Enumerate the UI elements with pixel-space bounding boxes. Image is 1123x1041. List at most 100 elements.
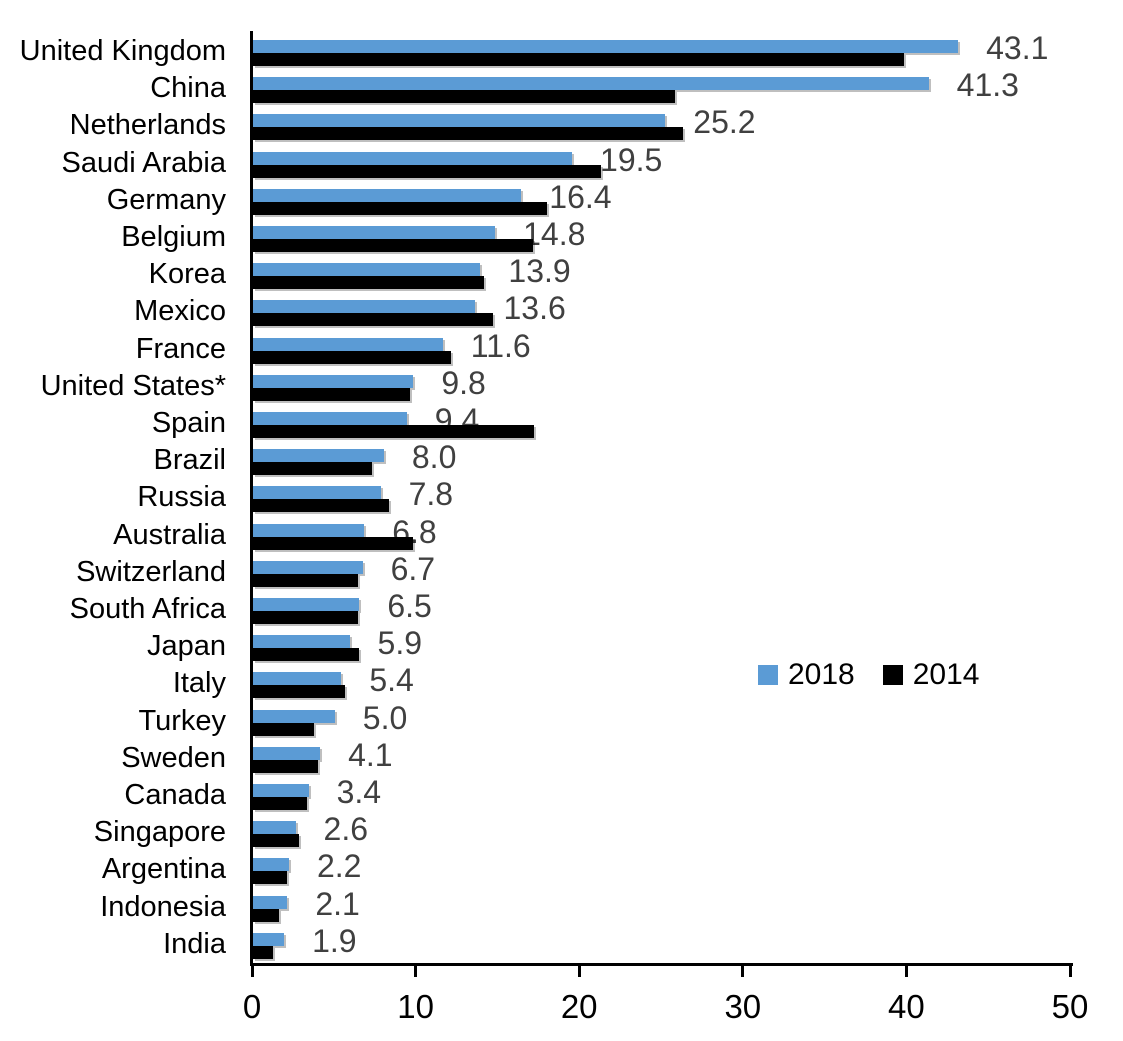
bar-2014 [253, 239, 533, 252]
value-label: 9.8 [441, 364, 486, 401]
x-axis-tick-mark [414, 966, 418, 977]
bar-2014 [253, 201, 548, 215]
category-label: Singapore [93, 816, 226, 849]
bar-2014 [253, 908, 280, 922]
x-axis-tick-label: 10 [397, 988, 434, 1025]
bar-2014 [253, 499, 389, 513]
value-label: 2.2 [316, 848, 362, 885]
bar-2018 [253, 784, 309, 797]
x-axis-tick-label: 0 [242, 988, 262, 1025]
value-label: 2.1 [315, 885, 360, 922]
bar-2018 [253, 635, 350, 649]
bar-2014 [253, 871, 288, 885]
value-label: 19.5 [600, 141, 663, 178]
x-axis-line [250, 963, 1073, 966]
bar-2018 [253, 598, 360, 611]
bar-2018 [253, 151, 573, 165]
bar-2014 [253, 425, 535, 438]
category-label: Australia [113, 518, 226, 551]
bar-2018 [253, 300, 476, 314]
value-label: 1.9 [312, 922, 357, 959]
category-label: India [163, 927, 226, 960]
value-label: 6.7 [390, 550, 436, 587]
legend: 2018 2014 [758, 655, 980, 695]
bar-2014 [253, 462, 373, 476]
bar-2018 [253, 40, 959, 53]
category-label: China [150, 72, 226, 105]
category-label: South Africa [69, 593, 226, 625]
bar-2018 [253, 114, 666, 128]
category-label: Germany [106, 183, 226, 216]
bar-2014 [253, 127, 684, 141]
category-label: Switzerland [76, 555, 226, 588]
x-axis-tick-mark [250, 966, 254, 977]
y-axis-line [250, 31, 253, 966]
category-label: Canada [124, 779, 226, 811]
bar-2018 [253, 374, 414, 388]
value-label: 5.4 [369, 662, 414, 699]
bar-2018 [253, 263, 481, 277]
legend-swatch-2014-icon [882, 665, 903, 685]
legend-swatch-2018-icon [758, 665, 778, 685]
x-axis-tick-mark [1068, 966, 1072, 977]
bar-2014 [253, 722, 314, 736]
value-label: 6.5 [387, 588, 432, 624]
category-label: Indonesia [100, 890, 226, 923]
bar-2014 [253, 945, 273, 959]
category-label: France [135, 332, 226, 365]
category-label: Netherlands [69, 109, 226, 142]
bar-2018 [253, 337, 443, 351]
x-axis-tick-mark [577, 966, 581, 977]
value-label: 43.1 [986, 30, 1049, 66]
bar-2018 [253, 486, 381, 500]
bar-2018 [253, 932, 285, 946]
category-label: Turkey [138, 704, 226, 737]
bar-2014 [253, 797, 307, 810]
category-label: United Kingdom [19, 35, 226, 67]
legend-item-2014: 2014 [882, 658, 980, 692]
x-axis-tick-label: 50 [1051, 988, 1089, 1025]
bar-2018 [253, 895, 288, 909]
value-label: 4.1 [348, 736, 393, 773]
bar-2014 [253, 759, 319, 773]
x-axis-tick-label: 20 [560, 988, 598, 1025]
bar-2014 [253, 350, 451, 364]
bar-2018 [253, 672, 342, 686]
bar-2014 [253, 573, 358, 587]
bar-2018 [253, 226, 496, 239]
bar-2014 [253, 536, 414, 550]
category-label: Japan [146, 630, 226, 663]
bar-2014 [253, 164, 602, 178]
bar-2014 [253, 834, 299, 848]
value-label: 3.4 [336, 774, 382, 810]
bar-2018 [253, 746, 321, 760]
bar-2014 [253, 53, 905, 66]
bar-2018 [253, 858, 289, 872]
value-label: 8.0 [411, 439, 457, 476]
value-label: 16.4 [549, 178, 612, 215]
value-label: 14.8 [523, 216, 586, 252]
bar-2018 [253, 412, 407, 425]
bar-2014 [253, 90, 676, 104]
value-label: 5.0 [362, 699, 408, 736]
value-label: 25.2 [693, 104, 756, 141]
category-label: Korea [148, 258, 226, 291]
legend-label-2014: 2014 [912, 658, 980, 691]
value-label: 11.6 [470, 327, 531, 364]
legend-label-2018: 2018 [788, 658, 855, 691]
x-axis-tick-label: 40 [888, 988, 925, 1025]
category-label: United States* [40, 369, 226, 402]
category-label: Saudi Arabia [61, 146, 226, 179]
value-label: 13.9 [508, 253, 571, 290]
bar-2014 [253, 276, 484, 290]
bar-2014 [253, 611, 358, 624]
value-label: 13.6 [503, 290, 566, 327]
category-label: Mexico [134, 295, 226, 328]
bar-2014 [253, 648, 360, 662]
x-axis-tick-label: 30 [724, 988, 762, 1025]
x-axis-tick-mark [904, 966, 908, 977]
category-label: Sweden [121, 741, 226, 774]
bar-2018 [253, 449, 384, 463]
bar-2018 [253, 709, 335, 723]
bar-2018 [253, 821, 296, 835]
